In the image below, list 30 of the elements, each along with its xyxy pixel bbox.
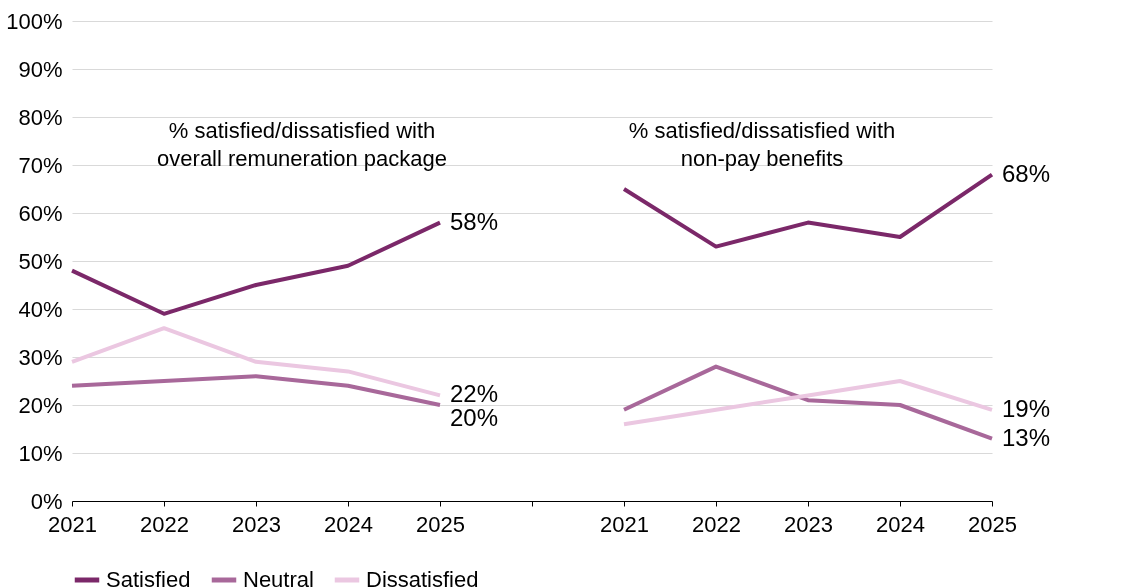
y-tick-label: 30% bbox=[18, 344, 63, 370]
data-label: 13% bbox=[1002, 423, 1051, 451]
x-tick-label: 2024 bbox=[324, 511, 373, 537]
legend-label: Neutral bbox=[243, 567, 314, 588]
x-tick-label: 2022 bbox=[140, 511, 189, 537]
y-tick-label: 90% bbox=[18, 56, 63, 82]
y-tick-label: 100% bbox=[6, 8, 63, 34]
x-tick-label: 2022 bbox=[692, 511, 741, 537]
x-tick-label: 2021 bbox=[48, 511, 97, 537]
y-tick-label: 50% bbox=[18, 248, 63, 274]
legend-label: Dissatisfied bbox=[366, 567, 479, 588]
annotation: % satisfied/dissatisfied with overall remuneration package bbox=[157, 118, 447, 172]
data-label: 58% bbox=[450, 207, 499, 235]
x-tick-label: 2025 bbox=[968, 511, 1017, 537]
y-tick-label: 0% bbox=[30, 488, 63, 514]
y-tick-label: 40% bbox=[18, 296, 63, 322]
x-tick-label: 2023 bbox=[784, 511, 833, 537]
x-tick-label: 2023 bbox=[232, 511, 281, 537]
data-label: 19% bbox=[1002, 394, 1051, 422]
y-tick-label: 70% bbox=[18, 152, 63, 178]
y-tick-label: 20% bbox=[18, 392, 63, 418]
y-tick-label: 60% bbox=[18, 200, 63, 226]
annotation: % satisfied/dissatisfied with non-pay benefits bbox=[628, 118, 896, 172]
legend-label: Satisfied bbox=[106, 567, 191, 588]
y-tick-label: 10% bbox=[18, 440, 63, 466]
x-tick-label: 2025 bbox=[416, 511, 465, 537]
x-tick-label: 2024 bbox=[876, 511, 925, 537]
data-label: 68% bbox=[1002, 159, 1051, 187]
y-tick-label: 80% bbox=[18, 104, 63, 130]
x-tick-label: 2021 bbox=[600, 511, 649, 537]
